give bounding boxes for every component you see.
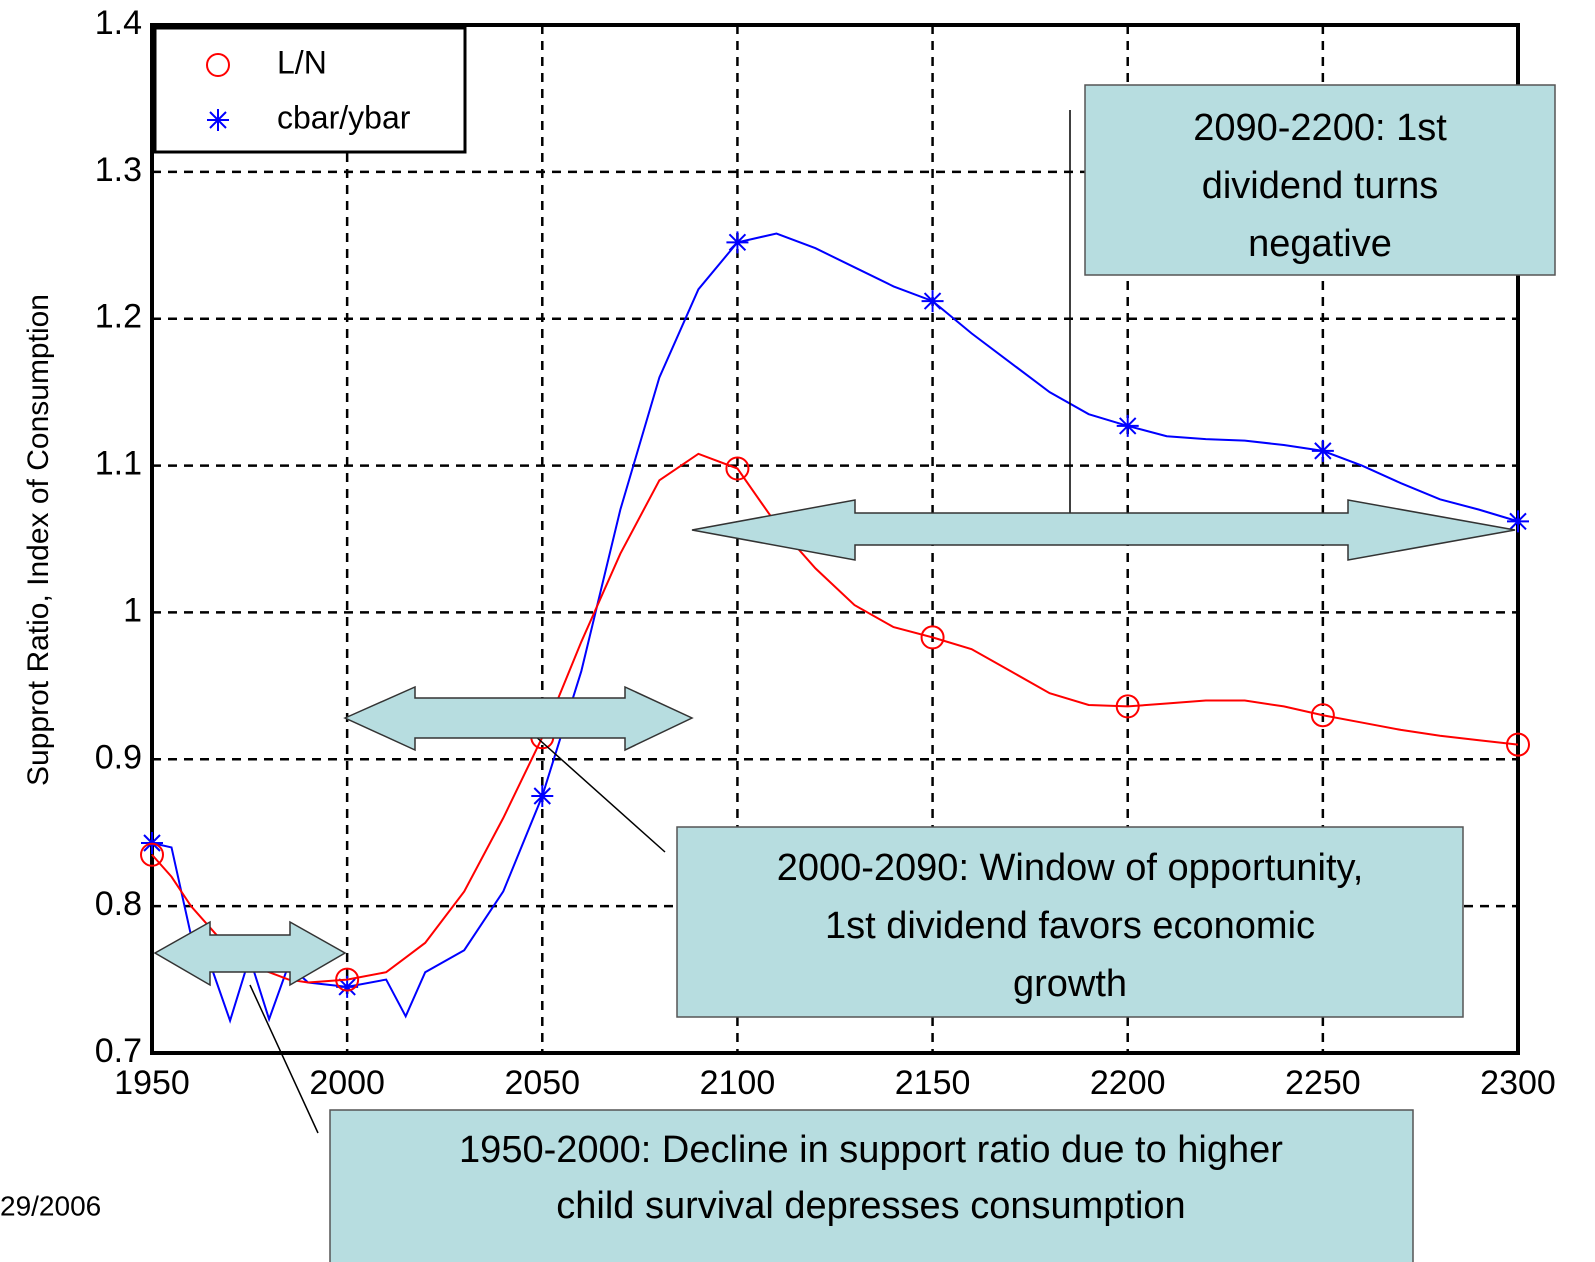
- x-tick-label: 2000: [309, 1064, 385, 1102]
- annotation-text: 2090-2200: 1st: [1193, 107, 1447, 149]
- y-tick-label: 1: [123, 591, 142, 629]
- marker: [140, 842, 164, 867]
- marker: [921, 290, 944, 313]
- marker: [336, 975, 359, 998]
- range-arrow: [343, 685, 694, 752]
- y-tick-label: 1.1: [95, 445, 142, 483]
- y-tick-label: 0.7: [95, 1032, 142, 1070]
- x-tick-label: 2300: [1480, 1064, 1556, 1102]
- series-line: [151, 452, 1519, 984]
- x-tick-label: 2250: [1285, 1064, 1361, 1102]
- marker: [1507, 510, 1529, 533]
- marker: [1115, 694, 1140, 719]
- range-arrow: [153, 920, 347, 987]
- plot-frame: [150, 23, 1520, 1055]
- annotation-box: [1084, 84, 1556, 276]
- footer: 29/2006: [0, 1190, 101, 1221]
- marker: [1311, 439, 1334, 462]
- annotation-text: growth: [1013, 963, 1127, 1005]
- y-tick-label: 1.3: [95, 151, 142, 189]
- overlay: [153, 84, 1556, 1262]
- legend-label: L/N: [277, 44, 327, 80]
- range-arrow: [691, 499, 1516, 561]
- y-tick-label: 1.4: [95, 4, 142, 42]
- annotation-text: 1950-2000: Decline in support ratio due …: [459, 1129, 1283, 1171]
- legend-label: cbar/ybar: [277, 99, 411, 135]
- annotation-text: child survival depresses consumption: [556, 1185, 1185, 1227]
- leader-line: [249, 984, 319, 1134]
- x-tick-label: 2200: [1090, 1064, 1166, 1102]
- x-tick-label: 2100: [700, 1064, 776, 1102]
- annotation-box: [676, 826, 1464, 1018]
- marker: [335, 967, 360, 992]
- marker: [920, 625, 945, 650]
- y-tick-label: 1.2: [95, 298, 142, 336]
- marker: [726, 231, 749, 254]
- marker: [531, 785, 554, 807]
- marker: [1506, 732, 1530, 757]
- legend-marker: [206, 53, 230, 77]
- leader-line: [514, 717, 666, 853]
- x-tick-label: 2050: [504, 1064, 580, 1102]
- legend-marker: [207, 109, 229, 131]
- x-tick-label: 1950: [114, 1064, 190, 1102]
- y-axis-label: Supprot Ratio, Index of Consumption: [22, 294, 55, 786]
- legend-box: [153, 26, 467, 154]
- annotation-box: [329, 1109, 1414, 1262]
- x-tick-label: 2150: [895, 1064, 971, 1102]
- annotation-text: negative: [1248, 223, 1392, 265]
- y-tick-label: 0.9: [95, 738, 142, 776]
- annotation-text: 1st dividend favors economic: [825, 905, 1315, 947]
- y-tick-label: 0.8: [95, 885, 142, 923]
- marker: [1116, 414, 1139, 437]
- annotation-text: dividend turns: [1202, 165, 1439, 207]
- marker: [1310, 703, 1335, 728]
- marker: [725, 456, 750, 481]
- annotation-text: 2000-2090: Window of opportunity,: [777, 847, 1364, 889]
